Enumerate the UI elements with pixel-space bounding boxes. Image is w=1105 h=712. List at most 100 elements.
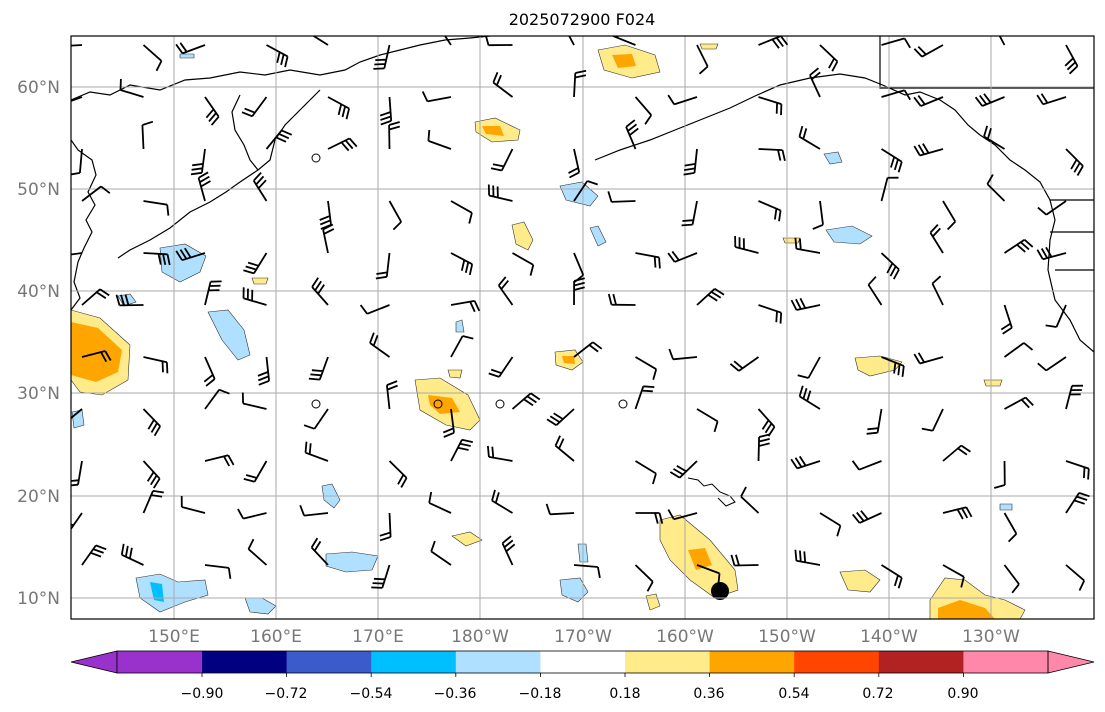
wind-barb [115, 294, 144, 307]
wind-barb [819, 44, 839, 72]
wind-barb [635, 252, 661, 269]
wind-barb [204, 388, 230, 410]
wind-barb [1045, 304, 1067, 328]
wind-barb [607, 293, 636, 306]
lon-label: 170°W [554, 627, 612, 647]
colorbar-tick-label: 0.18 [609, 686, 640, 702]
wind-barb [373, 44, 391, 70]
wind-barb [142, 460, 161, 489]
wind-barb [81, 544, 107, 566]
wind-barb [197, 171, 211, 202]
wind-barb [427, 129, 452, 150]
wind-barb [634, 385, 655, 410]
colorbar [70, 650, 1095, 677]
wind-barb [379, 512, 392, 542]
wind-barb [696, 564, 721, 585]
wind-barb [512, 252, 535, 276]
wind-barb [243, 460, 268, 483]
wind-barb [794, 549, 821, 566]
wind-barb [204, 96, 220, 126]
wind-barb [1000, 304, 1013, 335]
wind-barb [612, 36, 636, 46]
wind-barb [266, 44, 289, 68]
wind-barb [798, 125, 821, 150]
lat-label: 50°N [17, 180, 60, 200]
wind-barb [71, 44, 83, 47]
map-panel [70, 35, 1095, 620]
wind-barb [696, 408, 719, 433]
wind-barb [573, 277, 585, 306]
wind-barb [757, 433, 771, 462]
wind-barb [696, 44, 709, 75]
wind-barb [667, 509, 698, 521]
colorbar-tick-label: 0.72 [862, 686, 893, 702]
lat-label: 20°N [17, 487, 60, 507]
wind-barb [371, 564, 391, 589]
wind-barb [573, 564, 601, 579]
wind-barb [573, 341, 603, 358]
wind-barb [81, 185, 111, 202]
wind-barb [388, 460, 408, 488]
wind-barb [312, 36, 329, 46]
wind-barb [794, 237, 821, 254]
wind-barb [71, 252, 83, 256]
wind-barb [667, 94, 698, 106]
wind-barb [921, 408, 944, 432]
wind-barb [974, 93, 1005, 107]
wind-barb [757, 408, 776, 437]
wind-barb [491, 489, 513, 514]
colorbar-tick-label: 0.90 [947, 686, 978, 702]
wind-barb [573, 180, 598, 202]
wind-barb [867, 276, 883, 306]
wind-barb [790, 297, 821, 311]
wind-barb [319, 200, 332, 230]
lon-label: 180°W [451, 627, 509, 647]
wind-barb [257, 356, 270, 386]
wind-barb [913, 95, 944, 107]
colorbar-tick-labels: −0.90 −0.72 −0.54 −0.36 −0.18 0.18 0.36 … [181, 686, 979, 702]
wind-barb [881, 89, 911, 101]
wind-barb [866, 408, 883, 435]
wind-barb [71, 96, 83, 102]
wind-barb [942, 444, 971, 462]
wind-barb [758, 96, 783, 116]
wind-barb [819, 512, 842, 537]
wind-barb [942, 564, 965, 588]
wind-barb [421, 91, 452, 103]
lon-label: 130°W [962, 627, 1020, 647]
wind-barb [740, 486, 760, 514]
wind-barb [492, 71, 514, 98]
lat-label: 40°N [17, 282, 60, 302]
wind-barb [175, 42, 206, 55]
lat-label: 30°N [17, 384, 60, 404]
wind-barb [758, 36, 789, 49]
colorbar-segment [455, 651, 541, 673]
wind-barb [758, 200, 782, 222]
wind-barb [303, 408, 329, 430]
colorbar-tick-label: −0.90 [181, 686, 224, 702]
wind-barb [625, 119, 639, 150]
wind-barb [554, 435, 575, 462]
wind-barb [881, 37, 911, 49]
wind-barb [327, 96, 350, 120]
wind-barb [141, 120, 154, 150]
wind-barb [635, 512, 664, 524]
wind-barb [1037, 356, 1067, 372]
wind-barb [1004, 396, 1034, 410]
wind-barb [247, 538, 268, 566]
wind-barb [931, 275, 944, 306]
colorbar-segment [878, 651, 964, 673]
graticule [71, 36, 1094, 619]
wind-barb [430, 540, 452, 566]
map-frame [70, 35, 1095, 620]
wind-barb [442, 408, 455, 438]
lon-label: 160°E [250, 627, 302, 647]
wind-barb [1065, 460, 1090, 480]
wind-barb [696, 288, 725, 306]
wind-barb [488, 356, 514, 378]
wind-barb [812, 200, 824, 230]
wind-barb [71, 512, 83, 531]
wind-barb [450, 200, 473, 224]
wind-barb [1036, 93, 1067, 106]
